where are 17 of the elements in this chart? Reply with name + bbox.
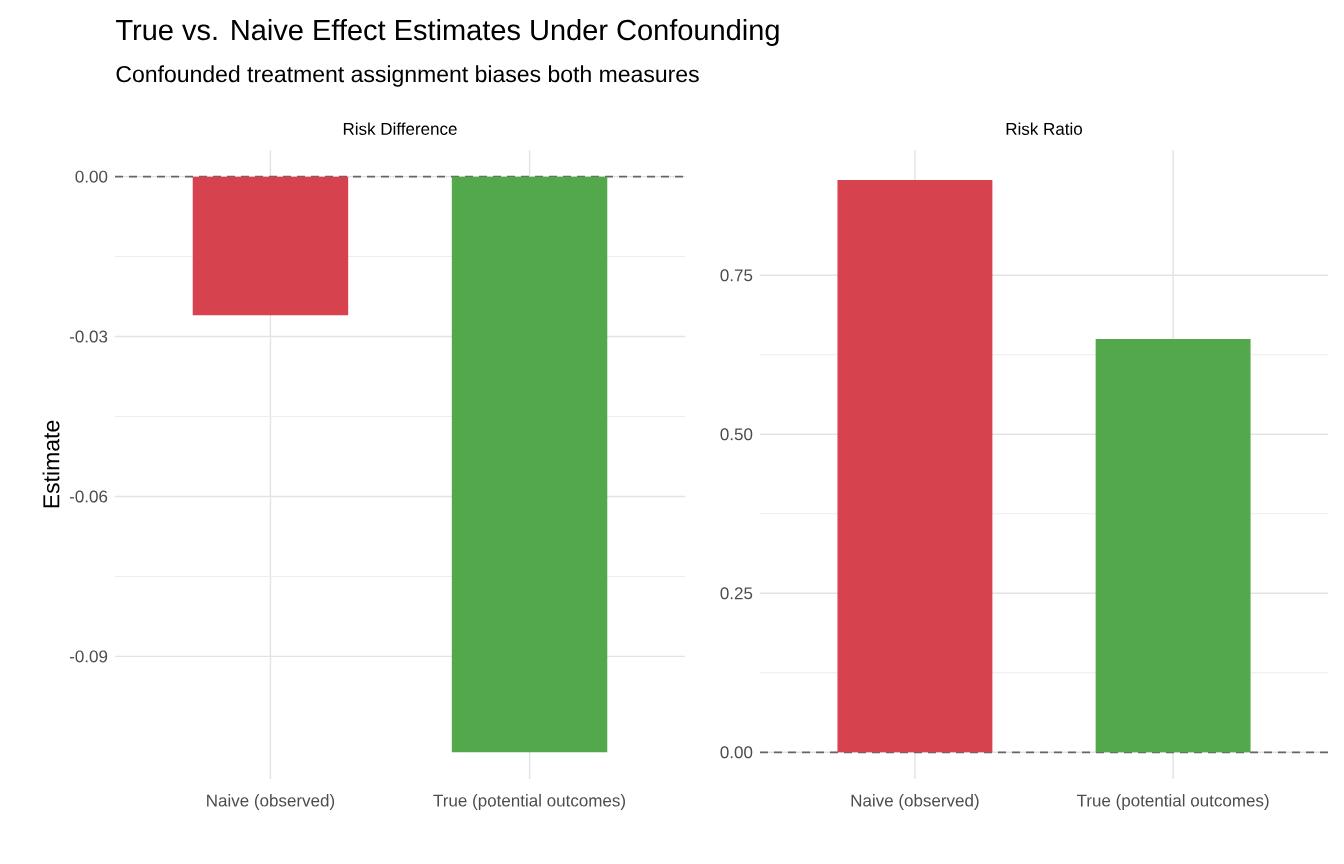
x-tick-label: Naive (observed)	[851, 794, 979, 810]
y-tick-label: 0.75	[720, 269, 753, 282]
y-tick-label: -0.06	[69, 490, 108, 503]
chart-title: Risk Difference	[343, 122, 457, 135]
chart-title: Risk Ratio	[1006, 122, 1083, 135]
y-tick-label: 0.25	[720, 587, 753, 600]
x-tick-label: True (potential outcomes)	[433, 794, 625, 810]
x-tick-label: Naive (observed)	[207, 794, 335, 810]
text: True vs. Naive Effect Estimates Under Confounding	[116, 18, 779, 47]
y-tick-label: 0.50	[720, 428, 753, 441]
x-tick-label: True (potential outcomes)	[1076, 794, 1269, 810]
y-tick-label: -0.09	[69, 650, 108, 663]
y-tick-label: 0.00	[75, 170, 108, 183]
y-tick-label: -0.03	[69, 330, 108, 343]
text: Confounded treatment assignment biases both measures	[116, 65, 699, 87]
y-axis-title: Estimate	[42, 420, 60, 508]
y-tick-label: 0.00	[720, 746, 753, 759]
